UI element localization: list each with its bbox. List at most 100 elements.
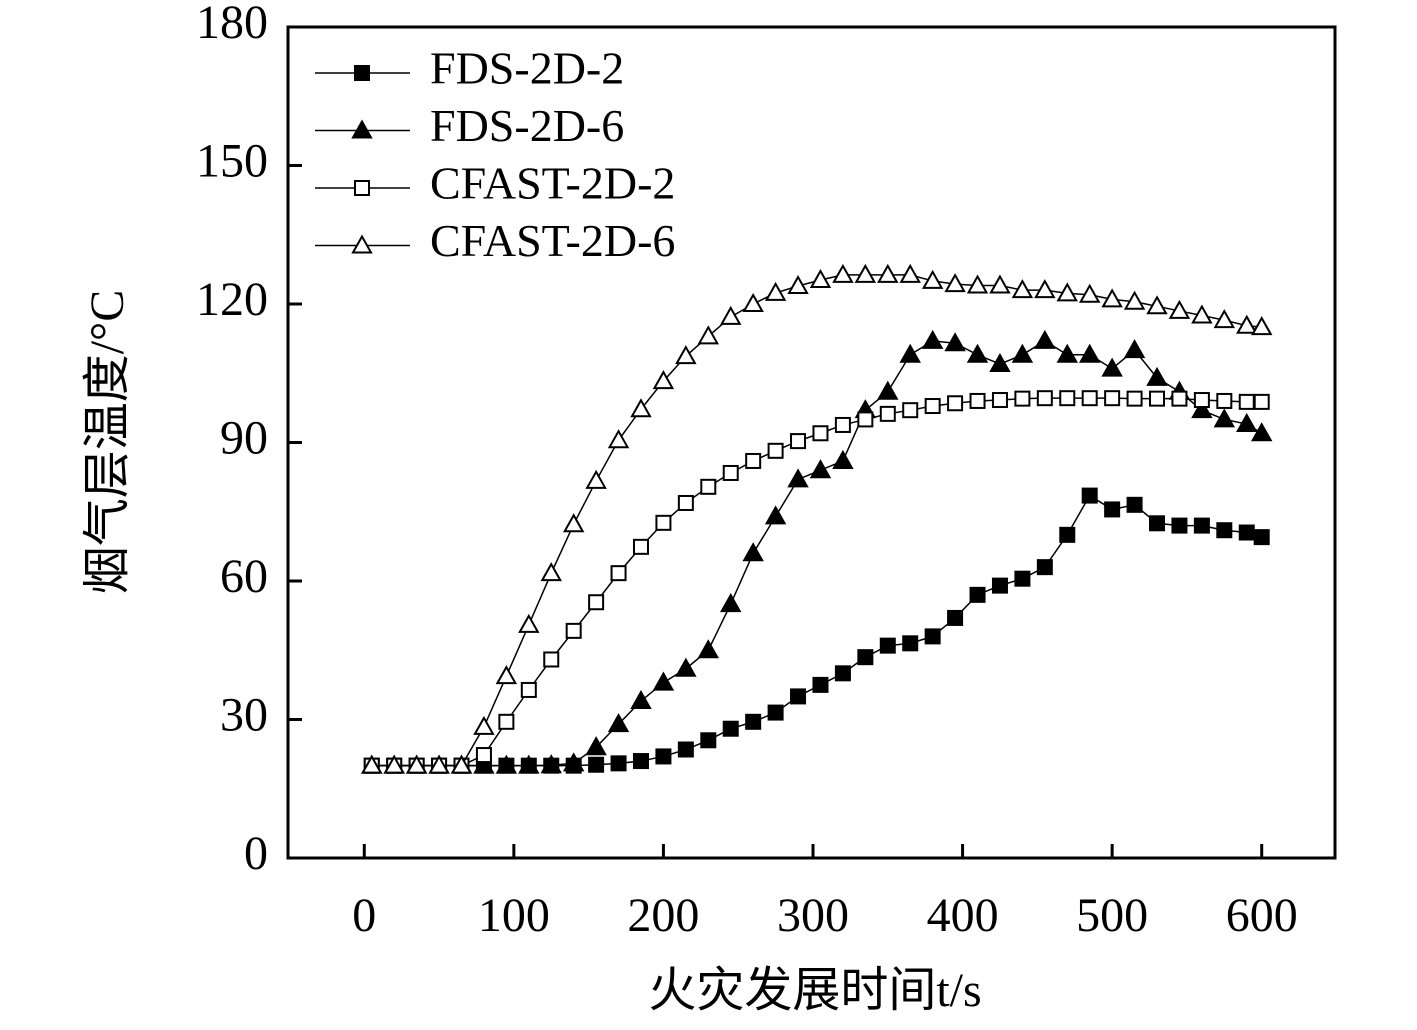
marker: [675, 345, 697, 365]
marker: [1034, 329, 1056, 349]
marker: [787, 274, 809, 294]
marker: [675, 657, 697, 677]
marker: [1213, 309, 1236, 329]
marker: [428, 754, 450, 774]
series-line: [371, 397, 1262, 767]
marker: [1168, 299, 1191, 319]
marker: [1101, 288, 1123, 308]
marker: [854, 263, 877, 283]
marker: [1213, 408, 1236, 428]
marker: [1251, 422, 1273, 442]
marker: [1216, 392, 1233, 409]
marker: [405, 754, 428, 774]
marker: [989, 352, 1011, 373]
marker: [473, 715, 495, 735]
marker: [354, 65, 370, 81]
marker: [655, 514, 672, 531]
marker: [1123, 290, 1146, 310]
marker: [1193, 517, 1210, 534]
marker: [697, 639, 720, 659]
marker: [677, 494, 694, 511]
marker: [947, 609, 964, 626]
marker: [1011, 343, 1034, 363]
x-tick-label: 600: [1226, 889, 1298, 942]
marker: [495, 754, 518, 774]
marker: [767, 704, 784, 721]
marker: [565, 622, 582, 639]
marker: [1056, 343, 1078, 363]
marker: [475, 747, 492, 764]
marker: [562, 752, 585, 772]
marker: [610, 565, 627, 582]
marker: [947, 395, 964, 412]
marker: [383, 754, 405, 774]
marker: [787, 468, 809, 488]
marker: [722, 720, 739, 737]
marker: [790, 688, 807, 705]
marker: [1171, 517, 1188, 534]
marker: [1146, 295, 1168, 315]
marker: [630, 689, 652, 710]
marker: [351, 119, 373, 139]
marker: [450, 754, 473, 774]
x-tick-label: 100: [478, 889, 550, 942]
marker: [989, 274, 1011, 294]
marker: [944, 273, 966, 293]
marker: [1011, 279, 1034, 299]
marker: [899, 263, 921, 283]
marker: [1078, 343, 1101, 363]
marker: [610, 755, 627, 772]
marker: [1056, 282, 1078, 302]
marker: [632, 538, 649, 555]
marker: [812, 425, 829, 442]
marker: [1126, 390, 1143, 407]
marker: [742, 292, 764, 312]
marker: [969, 586, 986, 603]
marker: [720, 593, 742, 613]
y-tick-label: 120: [196, 273, 268, 326]
marker: [1251, 316, 1273, 336]
marker: [944, 332, 966, 352]
marker: [700, 478, 717, 495]
marker: [700, 732, 717, 749]
marker: [520, 681, 537, 698]
marker: [924, 628, 941, 645]
marker: [607, 713, 630, 733]
marker: [540, 562, 562, 582]
marker: [790, 433, 807, 450]
marker: [1036, 390, 1053, 407]
marker: [834, 665, 851, 682]
y-tick-label: 90: [220, 412, 268, 465]
y-tick-label: 0: [244, 827, 268, 880]
y-tick-label: 150: [196, 135, 268, 188]
marker: [764, 505, 787, 525]
marker: [1236, 314, 1258, 334]
marker: [1104, 390, 1121, 407]
marker: [899, 343, 921, 363]
marker: [1216, 522, 1233, 539]
marker: [1101, 357, 1123, 377]
marker: [1059, 526, 1076, 543]
marker: [1253, 393, 1270, 410]
marker: [1253, 529, 1270, 546]
marker: [969, 392, 986, 409]
x-tick-label: 500: [1076, 889, 1148, 942]
marker: [607, 429, 630, 449]
marker: [677, 741, 694, 758]
marker: [588, 594, 605, 611]
marker: [540, 754, 562, 774]
marker: [902, 402, 919, 419]
marker: [361, 754, 383, 774]
marker: [1146, 366, 1168, 386]
marker: [921, 269, 944, 289]
marker: [1078, 283, 1101, 303]
legend-label: CFAST-2D-2: [430, 158, 675, 209]
marker: [767, 442, 784, 459]
marker: [518, 754, 540, 774]
marker: [991, 392, 1008, 409]
marker: [588, 756, 605, 773]
marker: [473, 754, 495, 774]
marker: [652, 370, 675, 390]
marker: [745, 713, 762, 730]
